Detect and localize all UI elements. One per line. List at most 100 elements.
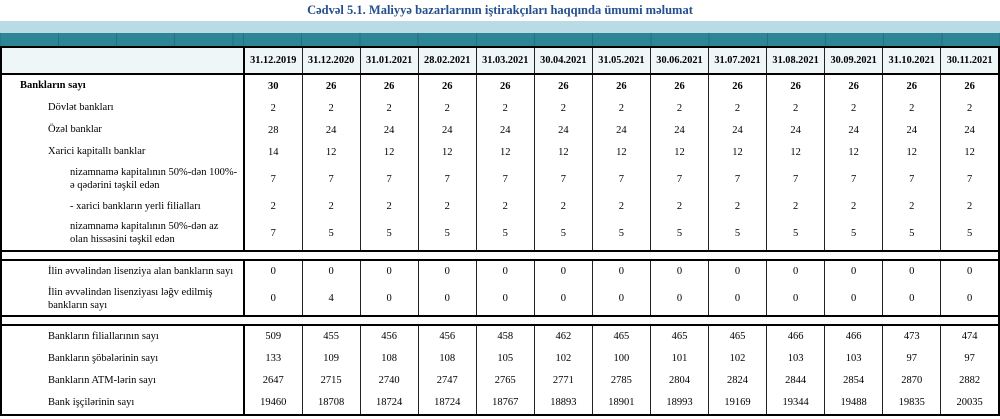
value-cell: 5: [301, 217, 361, 251]
value-cell: 5: [591, 217, 651, 251]
value-cell: 0: [882, 282, 941, 316]
value-cell: 19169: [707, 391, 767, 415]
value-cell: 103: [766, 347, 825, 370]
value-cell: 0: [242, 282, 303, 316]
value-cell: 0: [591, 282, 651, 316]
value-cell: 0: [940, 259, 999, 283]
value-cell: 7: [417, 163, 477, 196]
value-cell: 103: [824, 347, 883, 370]
row-label: Bankların ATM-lərin sayı: [48, 375, 156, 387]
row-label: Dövlət bankları: [48, 102, 114, 114]
value-cell: 5: [417, 217, 477, 251]
value-cell: 455: [301, 324, 361, 348]
value-cell: 14: [242, 141, 303, 163]
value-cell: 473: [882, 324, 941, 348]
value-cell: 12: [882, 141, 941, 163]
value-cell: 26: [707, 74, 767, 97]
value-cell: 108: [359, 347, 419, 370]
date-header-cell: 31.07.2021: [707, 47, 767, 75]
value-cell: 0: [824, 259, 883, 283]
value-cell: 12: [301, 141, 361, 163]
value-cell: 2: [417, 195, 477, 218]
value-cell: 18893: [533, 391, 593, 415]
value-cell: 0: [766, 282, 825, 316]
section-separator-band: [1, 249, 999, 261]
value-cell: 2: [417, 97, 477, 119]
value-cell: 12: [359, 141, 419, 163]
value-cell: 2740: [359, 369, 419, 392]
value-cell: 5: [940, 217, 999, 251]
table-row: Dövlət bankları 2 2 2 2 2 2 2 2 2 2 2 2 2: [1, 97, 999, 119]
value-cell: 101: [649, 347, 709, 370]
date-header-cell: 30.06.2021: [649, 47, 709, 75]
value-cell: 105: [475, 347, 535, 370]
value-cell: 102: [533, 347, 593, 370]
value-cell: 0: [707, 259, 767, 283]
date-header-cell: 30.04.2021: [533, 47, 593, 75]
value-cell: 97: [882, 347, 941, 370]
value-cell: 26: [649, 74, 709, 97]
value-cell: 24: [591, 119, 651, 141]
value-cell: 0: [707, 282, 767, 316]
value-cell: 12: [533, 141, 593, 163]
row-label: Xarici kapitallı banklar: [48, 146, 146, 158]
value-cell: 2882: [940, 369, 999, 392]
value-cell: 0: [824, 282, 883, 316]
value-cell: 465: [591, 324, 651, 348]
value-cell: 18901: [591, 391, 651, 415]
value-cell: 12: [940, 141, 999, 163]
value-cell: 97: [940, 347, 999, 370]
row-label: Özəl banklar: [48, 124, 102, 136]
value-cell: 462: [533, 324, 593, 348]
value-cell: 2: [649, 97, 709, 119]
value-cell: 7: [533, 163, 593, 196]
value-cell: 7: [591, 163, 651, 196]
value-cell: 5: [882, 217, 941, 251]
table-row: Bank işçilərinin sayı 19460 18708 18724 1872…: [1, 391, 999, 415]
value-cell: 7: [301, 163, 361, 196]
value-cell: 2: [707, 195, 767, 218]
table-title: Cədvəl 5.1. Maliyyə bazarlarının iştirak…: [307, 3, 693, 17]
value-cell: 26: [359, 74, 419, 97]
value-cell: 2: [242, 97, 303, 119]
value-cell: 26: [533, 74, 593, 97]
value-cell: 0: [533, 259, 593, 283]
date-header-row: 31.12.2019 31.12.2020 31.01.2021 28.02.2021…: [1, 47, 999, 75]
table-row: İlin əvvəlindən lisenziyası ləğv edilmiş…: [1, 282, 999, 316]
value-cell: 12: [824, 141, 883, 163]
row-label: İlin əvvəlindən lisenziya alan bankların…: [48, 265, 234, 277]
decor-band-teal: [0, 33, 1000, 46]
value-cell: 26: [591, 74, 651, 97]
value-cell: 2647: [242, 369, 303, 392]
value-cell: 0: [940, 282, 999, 316]
value-cell: 2824: [707, 369, 767, 392]
value-cell: 465: [649, 324, 709, 348]
value-cell: 0: [766, 259, 825, 283]
value-cell: 2: [940, 97, 999, 119]
value-cell: 24: [940, 119, 999, 141]
table-row: Xarici kapitallı banklar 14 12 12 12 12 12 12 12…: [1, 141, 999, 163]
value-cell: 2: [940, 195, 999, 218]
table-row: Bankların şöbələrinin sayı 133 109 108 108 10…: [1, 347, 999, 370]
date-header-cell: 31.01.2021: [359, 47, 419, 75]
date-header-cell: 28.02.2021: [417, 47, 477, 75]
value-cell: 466: [824, 324, 883, 348]
value-cell: 0: [417, 282, 477, 316]
value-cell: 26: [882, 74, 941, 97]
value-cell: 18724: [359, 391, 419, 415]
value-cell: 12: [475, 141, 535, 163]
value-cell: 4: [301, 282, 361, 316]
value-cell: 2: [882, 195, 941, 218]
row-label: İlin əvvəlindən lisenziyası ləğv edilmiş…: [48, 286, 213, 311]
table-row: İlin əvvəlindən lisenziya alan bankların…: [1, 259, 999, 283]
value-cell: 12: [766, 141, 825, 163]
value-cell: 24: [707, 119, 767, 141]
row-label: Bankların sayı: [20, 80, 86, 92]
date-header-cell: 31.08.2021: [766, 47, 825, 75]
value-cell: 465: [707, 324, 767, 348]
value-cell: 18708: [301, 391, 361, 415]
value-cell: 0: [649, 259, 709, 283]
value-cell: 474: [940, 324, 999, 348]
value-cell: 108: [417, 347, 477, 370]
date-header-cell: 30.09.2021: [824, 47, 883, 75]
